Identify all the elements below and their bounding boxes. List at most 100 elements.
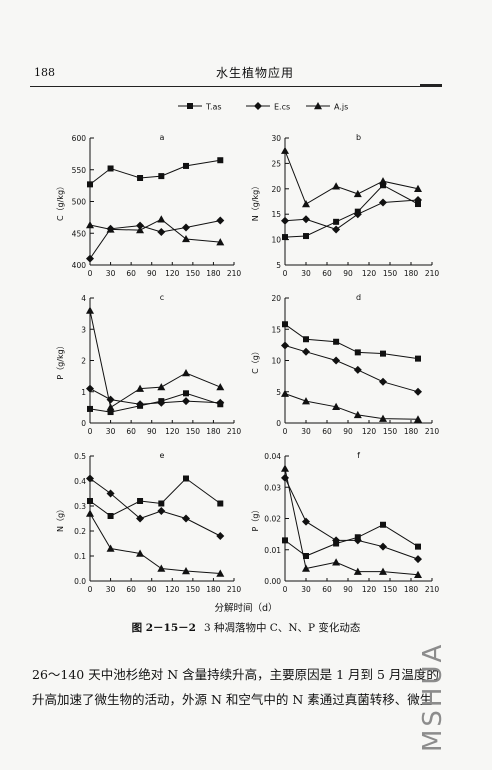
data-point <box>107 165 114 172</box>
x-tick-label: 180 <box>206 585 221 594</box>
x-tick-label: 120 <box>165 427 180 436</box>
x-tick-label: 120 <box>362 427 377 436</box>
series-E.cs <box>281 195 422 234</box>
data-point <box>86 384 94 393</box>
data-point <box>137 175 144 182</box>
series-line <box>284 468 419 576</box>
x-tick-label: 60 <box>322 585 332 594</box>
x-tick-label: 30 <box>301 269 311 278</box>
x-tick-label: 180 <box>206 427 221 436</box>
data-point <box>157 564 166 572</box>
x-tick-label: 30 <box>106 585 116 594</box>
series-E.cs <box>281 341 422 396</box>
series-A.js <box>86 215 225 246</box>
data-point <box>86 220 94 229</box>
y-tick-label: 30 <box>271 134 281 143</box>
data-point <box>216 398 225 407</box>
x-tick-label: 120 <box>362 585 377 594</box>
data-point <box>182 223 190 232</box>
y-tick-label: 0.03 <box>264 483 281 492</box>
y-tick-label: 600 <box>72 134 87 143</box>
data-point <box>106 395 115 404</box>
data-point <box>86 254 94 263</box>
chart-panel-d: 0 5 10 15 20 0 30 60 90 120 150 180 210 d C（g） <box>251 293 439 436</box>
x-tick-label: 0 <box>283 269 288 278</box>
series-line <box>284 150 419 205</box>
panel-label: c <box>160 293 164 302</box>
series-line <box>284 477 419 560</box>
x-tick-label: 30 <box>106 269 116 278</box>
data-point <box>86 509 94 517</box>
x-tick-label: 0 <box>283 427 288 436</box>
y-tick-label: 10 <box>271 236 281 245</box>
x-tick-label: 60 <box>126 427 136 436</box>
data-point <box>282 321 288 328</box>
legend-item: A.js <box>306 102 348 112</box>
data-point <box>136 226 145 234</box>
legend-marker <box>314 102 322 110</box>
y-axis-label: N（g） <box>56 505 65 532</box>
data-point <box>136 400 145 409</box>
x-tick-label: 90 <box>147 585 157 594</box>
x-tick-label: 210 <box>227 427 242 436</box>
x-tick-label: 60 <box>322 427 332 436</box>
data-point <box>332 356 341 365</box>
series-E.cs <box>86 216 225 263</box>
legend-label: T.as <box>205 103 222 112</box>
x-tick-label: 60 <box>126 585 136 594</box>
series-line <box>284 345 419 393</box>
series-line <box>284 393 419 420</box>
x-tick-label: 180 <box>206 269 221 278</box>
y-axis-label: P（g） <box>251 506 260 532</box>
data-point <box>379 377 387 386</box>
y-tick-label: 0.4 <box>74 477 86 486</box>
series-line <box>284 184 419 238</box>
x-tick-label: 90 <box>343 269 353 278</box>
y-tick-label: 25 <box>271 159 281 168</box>
y-tick-label: 400 <box>72 261 87 270</box>
x-tick-label: 30 <box>106 427 116 436</box>
data-point <box>303 336 309 343</box>
series-A.js <box>86 306 225 411</box>
y-tick-label: 5 <box>276 388 281 397</box>
series-A.js <box>86 509 225 577</box>
body-text-line: 26～140 天中池杉绝对 N 含量持续升高，主要原因是 1 月到 5 月温度的 <box>32 667 439 682</box>
data-point <box>379 177 387 185</box>
series-line <box>89 513 221 574</box>
y-tick-label: 450 <box>72 229 87 238</box>
panel-label: a <box>160 133 165 142</box>
y-tick-label: 15 <box>271 210 281 219</box>
data-point <box>302 564 310 572</box>
data-point <box>87 181 93 188</box>
data-point <box>414 195 422 204</box>
y-tick-label: 0.5 <box>74 452 86 461</box>
y-tick-label: 1 <box>81 388 86 397</box>
x-tick-label: 0 <box>283 585 288 594</box>
y-tick-label: 0.2 <box>74 527 86 536</box>
x-tick-label: 180 <box>404 585 419 594</box>
series-E.cs <box>281 473 422 564</box>
data-point <box>87 405 93 412</box>
watermark: MSHUA <box>418 641 448 752</box>
data-point <box>332 182 341 190</box>
data-point <box>281 216 289 225</box>
x-tick-label: 0 <box>88 585 93 594</box>
data-point <box>414 555 422 564</box>
data-point <box>379 567 387 575</box>
data-point <box>182 514 190 523</box>
y-tick-label: 20 <box>271 294 281 303</box>
series-A.js <box>281 389 422 423</box>
series-line <box>89 388 221 405</box>
y-tick-label: 0.3 <box>74 502 86 511</box>
header-bar <box>420 84 442 87</box>
data-point <box>379 414 387 422</box>
data-point <box>333 218 340 225</box>
x-tick-label: 210 <box>227 269 242 278</box>
data-point <box>157 398 166 407</box>
data-point <box>183 390 189 397</box>
x-tick-label: 150 <box>383 269 398 278</box>
data-point <box>281 389 289 397</box>
x-tick-label: 180 <box>404 269 419 278</box>
data-point <box>353 410 362 419</box>
chart-panel-e: 0.0 0.1 0.2 0.3 0.4 0.5 0 30 60 90 120 150 180 210 e N（… <box>56 451 241 594</box>
